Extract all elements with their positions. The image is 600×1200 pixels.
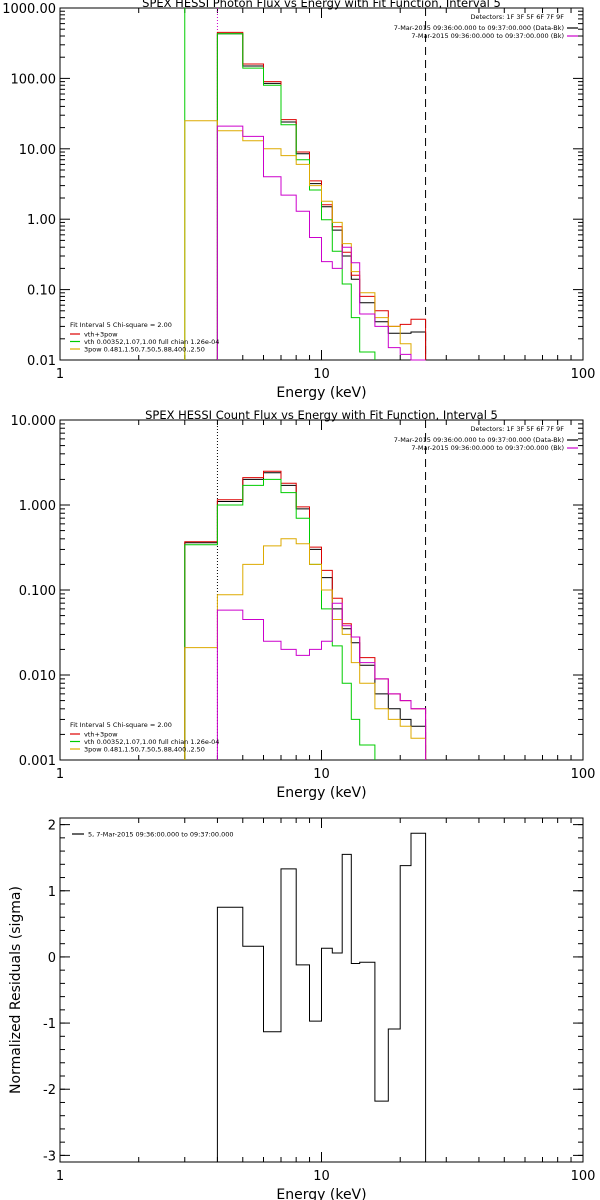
y-axis: 0.001 0.010 0.100 1.000 10.000 xyxy=(11,414,583,769)
legend-top-right: Detectors: 1F 3F 5F 6F 7F 9F 7-Mar-2015 0… xyxy=(394,425,578,452)
series-line xyxy=(184,472,427,760)
series-line xyxy=(184,538,427,760)
x-tick-label: 10 xyxy=(313,1169,330,1184)
x-axis: 1 10 100 Energy (keV) xyxy=(56,8,596,401)
x-tick-label: 1 xyxy=(56,367,64,382)
legend-entry-label: vth+3pow xyxy=(84,731,118,739)
series-line xyxy=(184,120,426,361)
legend-entry-label: 7-Mar-2015 09:36:00.000 to 09:37:00.000 … xyxy=(394,436,564,444)
y-axis-label: Normalized Residuals (sigma) xyxy=(8,886,24,1094)
y-tick-label: 10.000 xyxy=(11,414,57,429)
series-line xyxy=(184,470,427,760)
legend-entry-label: 7-Mar-2015 09:36:00.000 to 09:37:00.000 … xyxy=(411,444,564,452)
legend-entry-label: 7-Mar-2015 09:36:00.000 to 09:37:00.000 … xyxy=(394,24,564,32)
legend-entry-label: 7-Mar-2015 09:36:00.000 to 09:37:00.000 … xyxy=(411,32,564,40)
legend-heading: Fit Interval 5 Chi-square = 2.00 xyxy=(70,721,172,729)
y-tick-label: 1 xyxy=(48,885,56,900)
y-tick-label: 0.001 xyxy=(19,754,56,769)
chart-title: SPEX HESSI Count Flux vs Energy with Fit… xyxy=(145,408,498,422)
x-tick-label: 100 xyxy=(571,767,596,782)
x-tick-label: 10 xyxy=(313,367,330,382)
legend-heading: Detectors: 1F 3F 5F 6F 7F 9F xyxy=(470,425,564,433)
x-tick-label: 10 xyxy=(313,767,330,782)
chart-panel-1: SPEX HESSI Photon Flux vs Energy with Fi… xyxy=(2,0,595,401)
x-tick-label: 100 xyxy=(571,1169,596,1184)
y-tick-label: 1.000 xyxy=(19,499,56,514)
legend-heading: Fit Interval 5 Chi-square = 2.00 xyxy=(70,321,172,329)
legend-heading: Detectors: 1F 3F 5F 6F 7F 9F xyxy=(470,13,564,21)
y-tick-label: -2 xyxy=(43,1083,56,1098)
legend-entry-label: 3pow 0.481,1.50,7.50,5.88,400.,2.50 xyxy=(84,346,205,354)
series-line xyxy=(216,33,376,360)
y-axis: 0.01 0.10 1.00 10.00 100.00 1000.00 xyxy=(2,2,583,369)
y-tick-label: 1000.00 xyxy=(2,2,56,17)
y-tick-label: -3 xyxy=(43,1149,56,1164)
y-tick-label: 10.00 xyxy=(19,143,56,158)
legend-entry-label: 3pow 0.481,1.50,7.50,5.88,400.,2.50 xyxy=(84,746,205,754)
y-tick-label: 100.00 xyxy=(11,72,57,87)
series-line xyxy=(216,125,426,361)
legend-top-left: 5, 7-Mar-2015 09:36:00.000 to 09:37:00.0… xyxy=(72,831,234,839)
y-tick-label: 0.10 xyxy=(27,284,56,299)
chart-panel-2: SPEX HESSI Count Flux vs Energy with Fit… xyxy=(11,408,596,801)
y-tick-label: 2 xyxy=(48,819,56,834)
x-axis: 1 10 100 Energy (keV) xyxy=(56,420,596,801)
y-axis: -3 -2 -1 0 1 2 Normalized Residuals (sigma) xyxy=(8,819,583,1164)
x-axis-label: Energy (keV) xyxy=(276,785,366,801)
y-tick-label: 0.100 xyxy=(19,584,56,599)
x-axis-label: Energy (keV) xyxy=(276,385,366,401)
series-line xyxy=(216,832,427,1162)
legend-bottom-left: Fit Interval 5 Chi-square = 2.00 vth+3pow… xyxy=(70,321,219,354)
x-tick-label: 100 xyxy=(571,367,596,382)
y-tick-label: 1.00 xyxy=(27,213,56,228)
legend-top-right: Detectors: 1F 3F 5F 6F 7F 9F 7-Mar-2015 0… xyxy=(394,13,578,40)
x-axis: 1 10 100 Energy (keV) xyxy=(56,818,596,1200)
legend-entry-label: vth 0.00352,1.07,1.00 full chian 1.26e-0… xyxy=(84,738,219,746)
x-axis-label: Energy (keV) xyxy=(276,1187,366,1200)
legend-entry-label: vth 0.00352,1.07,1.00 full chian 1.26e-0… xyxy=(84,338,219,346)
series-line xyxy=(216,602,427,760)
legend-entry-label: vth+3pow xyxy=(84,331,118,339)
x-tick-label: 1 xyxy=(56,1169,64,1184)
y-tick-label: 0 xyxy=(48,951,56,966)
y-tick-label: 0.01 xyxy=(27,354,56,369)
legend-bottom-left: Fit Interval 5 Chi-square = 2.00 vth+3pow… xyxy=(70,721,219,754)
y-tick-label: 0.010 xyxy=(19,669,56,684)
chart-title: SPEX HESSI Photon Flux vs Energy with Fi… xyxy=(142,0,501,10)
chart-panel-3: 1 10 100 Energy (keV) -3 -2 -1 0 1 2 Normalized Re… xyxy=(8,817,596,1200)
y-tick-label: -1 xyxy=(43,1017,56,1032)
legend-entry-label: 5, 7-Mar-2015 09:36:00.000 to 09:37:00.0… xyxy=(88,831,234,839)
series-line xyxy=(184,478,376,760)
x-tick-label: 1 xyxy=(56,767,64,782)
